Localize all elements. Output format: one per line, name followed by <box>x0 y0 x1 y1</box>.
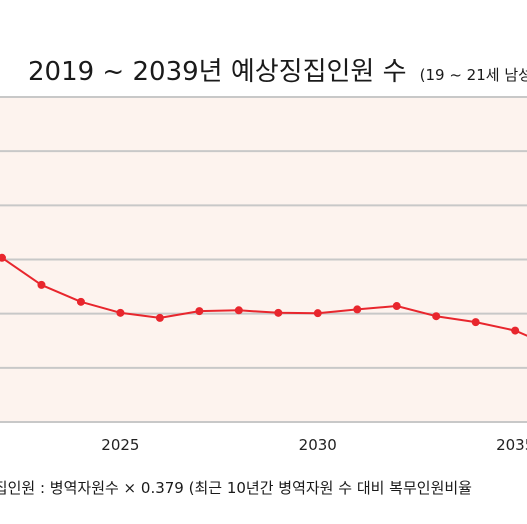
data-point <box>471 318 480 327</box>
data-point <box>155 313 164 322</box>
series-line-group <box>0 253 527 337</box>
chart-title-group: 2019 ~ 2039년 예상징집인원 수 (19 ~ 21세 남성 <box>28 57 527 87</box>
data-point <box>116 308 125 317</box>
x-axis-ticks: 2025 2030 2035 <box>101 436 527 454</box>
data-point <box>274 308 283 317</box>
data-point <box>313 309 322 318</box>
chart-footnote: 징집인원 : 병역자원수 × 0.379 (최근 10년간 병역자원 수 대비 … <box>0 479 472 497</box>
grid-lines <box>0 96 527 423</box>
data-point <box>511 326 520 335</box>
data-point <box>0 253 6 262</box>
data-point <box>432 312 441 321</box>
chart-title: 2019 ~ 2039년 예상징집인원 수 <box>28 57 407 87</box>
data-point <box>392 302 401 311</box>
data-point <box>195 307 204 316</box>
data-point <box>353 305 362 314</box>
data-point <box>234 306 243 315</box>
data-point <box>76 297 85 306</box>
x-tick-label: 2025 <box>101 436 139 454</box>
x-tick-label: 2035 <box>496 436 527 454</box>
x-tick-label: 2030 <box>299 436 337 454</box>
data-point <box>37 280 46 289</box>
chart-subtitle: (19 ~ 21세 남성 <box>420 66 527 84</box>
